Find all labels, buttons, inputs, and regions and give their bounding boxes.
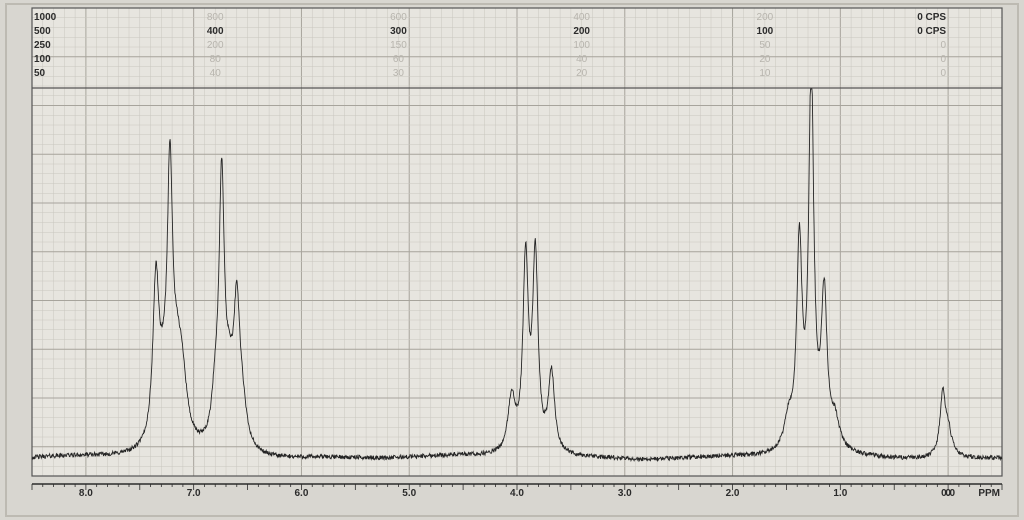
cps-label: 0 CPS <box>917 26 946 37</box>
ppm-tick-label: 1.0 <box>833 488 847 499</box>
cps-label: 200 <box>207 40 224 51</box>
cps-label: 800 <box>207 12 224 23</box>
cps-label: 0 <box>941 54 947 65</box>
ppm-tick-label: 4.0 <box>510 488 524 499</box>
nmr-spectrum-chart: 10008006004002000 CPS5004003002001000 CP… <box>0 0 1024 520</box>
cps-label: 400 <box>573 12 590 23</box>
cps-label: 150 <box>390 40 407 51</box>
cps-label: 400 <box>207 26 224 37</box>
cps-label: 500 <box>34 26 51 37</box>
ppm-tick-label: 0 <box>945 488 951 499</box>
ppm-tick-label: 3.0 <box>618 488 632 499</box>
cps-label: 250 <box>34 40 51 51</box>
ppm-tick-label: 2.0 <box>726 488 740 499</box>
chart-svg: 10008006004002000 CPS5004003002001000 CP… <box>0 0 1024 520</box>
cps-label: 200 <box>573 26 590 37</box>
cps-label: 30 <box>393 68 405 79</box>
cps-label: 10 <box>759 68 771 79</box>
ppm-tick-label: 5.0 <box>402 488 416 499</box>
ppm-tick-label: 8.0 <box>79 488 93 499</box>
cps-label: 20 <box>759 54 771 65</box>
cps-label: 40 <box>210 68 222 79</box>
cps-label: 20 <box>576 68 588 79</box>
cps-label: 50 <box>34 68 46 79</box>
ppm-tick-label: 7.0 <box>187 488 201 499</box>
cps-label: 100 <box>573 40 590 51</box>
cps-label: 300 <box>390 26 407 37</box>
cps-label: 50 <box>759 40 771 51</box>
cps-label: 0 <box>941 40 947 51</box>
cps-label: 60 <box>393 54 405 65</box>
cps-label: 100 <box>34 54 51 65</box>
cps-label: 100 <box>757 26 774 37</box>
cps-label: 600 <box>390 12 407 23</box>
cps-label: 200 <box>757 12 774 23</box>
cps-label: 0 CPS <box>917 12 946 23</box>
cps-label: 0 <box>941 68 947 79</box>
cps-label: 80 <box>210 54 222 65</box>
ppm-tick-label: 6.0 <box>294 488 308 499</box>
cps-label: 1000 <box>34 12 57 23</box>
cps-label: 40 <box>576 54 588 65</box>
ppm-axis-label: PPM <box>978 488 1000 499</box>
